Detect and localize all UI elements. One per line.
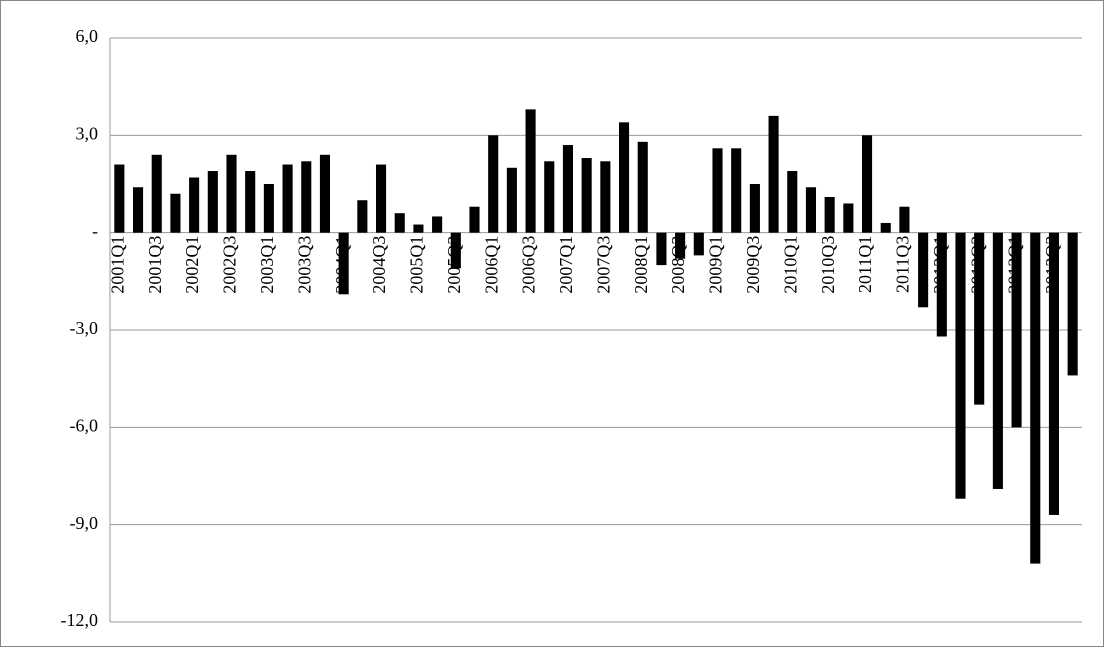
bar	[170, 193, 181, 233]
bar	[207, 171, 218, 233]
bar	[693, 232, 704, 256]
x-tick-label: 2012Q3	[967, 236, 987, 294]
y-tick-label: 3,0	[76, 123, 99, 143]
bar	[955, 232, 966, 499]
x-tick-label: 2010Q3	[818, 236, 838, 294]
bar	[600, 161, 611, 233]
bar	[413, 224, 424, 233]
x-tick-label: 2008Q1	[631, 236, 651, 294]
x-tick-label: 2011Q3	[893, 236, 913, 293]
bar	[618, 122, 630, 233]
x-tick-label: 2001Q3	[145, 236, 165, 294]
bar	[525, 109, 536, 233]
x-tick-label: 2009Q1	[706, 236, 726, 294]
bar	[338, 232, 349, 295]
x-tick-label: 2005Q3	[444, 236, 464, 294]
bar	[432, 216, 443, 233]
bar	[506, 167, 517, 233]
x-tick-label: 2010Q1	[780, 236, 800, 294]
y-tick-label: -12,0	[61, 610, 99, 630]
bar	[301, 161, 312, 233]
bar	[1048, 232, 1060, 515]
bar	[1067, 232, 1078, 376]
bar	[263, 184, 274, 233]
bar	[768, 115, 779, 233]
bar	[731, 148, 742, 233]
x-tick-label: 2011Q1	[855, 236, 875, 293]
y-tick-label: -6,0	[70, 415, 99, 435]
x-tick-label: 2006Q1	[481, 236, 501, 294]
bar	[861, 135, 873, 233]
x-tick-label: 2007Q3	[593, 236, 613, 294]
bar	[936, 232, 947, 337]
x-tick-label: 2007Q1	[556, 236, 576, 294]
bar	[1011, 232, 1022, 428]
bar	[189, 177, 200, 233]
bar	[488, 135, 499, 233]
bar	[1030, 232, 1041, 564]
x-tick-label: 2004Q1	[332, 236, 352, 294]
bar	[637, 141, 648, 233]
y-tick-label: 6,0	[76, 26, 99, 46]
bar	[375, 164, 387, 233]
bar	[245, 171, 256, 233]
bar	[357, 200, 368, 233]
bar	[656, 232, 667, 266]
bar	[151, 154, 162, 233]
bar	[469, 206, 480, 233]
bar	[918, 232, 929, 308]
bar	[712, 148, 723, 233]
bar	[394, 213, 405, 233]
y-tick-label: -3,0	[70, 318, 99, 338]
bar	[562, 145, 574, 233]
x-tick-label: 2013Q3	[1042, 236, 1062, 294]
x-tick-label: 2005Q1	[407, 236, 427, 294]
bar	[282, 164, 293, 233]
bar	[114, 164, 125, 233]
bar	[880, 222, 891, 233]
x-tick-label: 2009Q3	[743, 236, 763, 294]
bar	[899, 206, 910, 233]
x-tick-label: 2004Q3	[369, 236, 389, 294]
x-tick-label: 2002Q1	[182, 236, 202, 294]
x-tick-label: 2001Q1	[107, 236, 127, 294]
bar	[974, 232, 985, 405]
bar	[581, 158, 592, 233]
bar	[675, 232, 686, 259]
x-tick-label: 2012Q1	[930, 236, 950, 294]
bar	[749, 184, 760, 233]
bar	[226, 154, 237, 233]
x-tick-label: 2003Q3	[294, 236, 314, 294]
bar	[805, 187, 817, 233]
bar	[544, 161, 555, 233]
x-tick-label: 2013Q1	[1005, 236, 1025, 294]
x-tick-label: 2008Q3	[668, 236, 688, 294]
y-tick-label: -9,0	[70, 513, 99, 533]
bar	[319, 154, 331, 233]
bar	[824, 196, 835, 233]
x-tick-label: 2006Q3	[519, 236, 539, 294]
x-tick-label: 2003Q1	[257, 236, 277, 294]
bar	[843, 203, 854, 233]
bar	[132, 187, 144, 233]
y-tick-label: -	[92, 221, 98, 241]
x-tick-label: 2002Q3	[220, 236, 240, 294]
bar	[787, 171, 798, 233]
bar	[992, 232, 1003, 489]
bar	[450, 232, 461, 269]
